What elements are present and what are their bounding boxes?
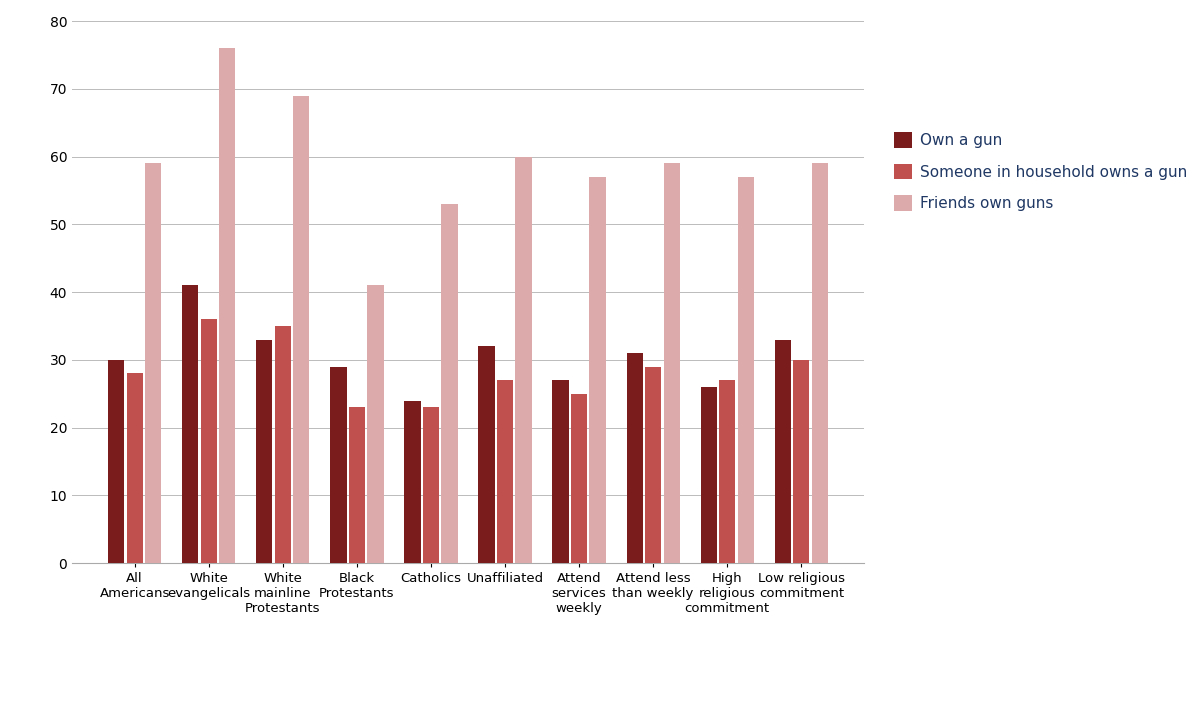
Bar: [719, 380, 736, 563]
Bar: [349, 408, 365, 563]
Bar: [108, 360, 125, 563]
Bar: [442, 204, 457, 563]
Bar: [589, 177, 606, 563]
Bar: [182, 285, 198, 563]
Bar: [422, 408, 439, 563]
Bar: [275, 326, 290, 563]
Bar: [738, 177, 754, 563]
Bar: [516, 156, 532, 563]
Bar: [293, 96, 310, 563]
Bar: [479, 346, 494, 563]
Bar: [200, 320, 217, 563]
Bar: [552, 380, 569, 563]
Bar: [626, 353, 643, 563]
Bar: [330, 367, 347, 563]
Bar: [646, 367, 661, 563]
Bar: [256, 339, 272, 563]
Bar: [793, 360, 810, 563]
Bar: [145, 163, 161, 563]
Bar: [811, 163, 828, 563]
Bar: [220, 48, 235, 563]
Bar: [701, 387, 716, 563]
Bar: [367, 285, 384, 563]
Bar: [775, 339, 791, 563]
Bar: [404, 401, 420, 563]
Bar: [497, 380, 514, 563]
Bar: [571, 394, 587, 563]
Bar: [664, 163, 680, 563]
Bar: [126, 373, 143, 563]
Legend: Own a gun, Someone in household owns a gun, Friends own guns: Own a gun, Someone in household owns a g…: [888, 126, 1193, 217]
